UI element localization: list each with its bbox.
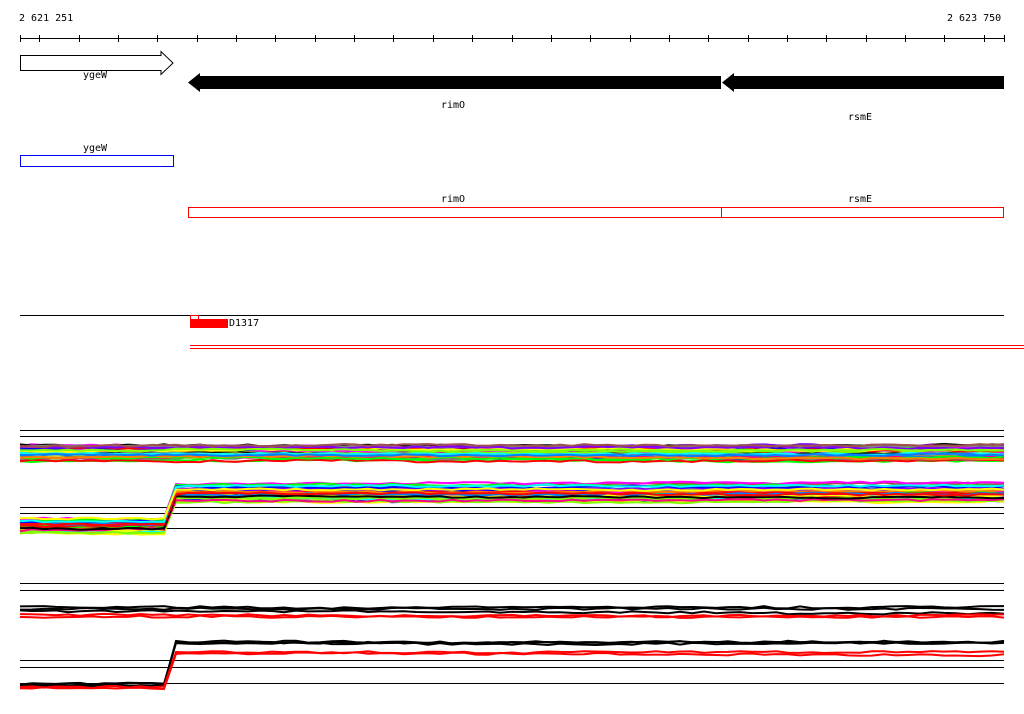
- mean-line-upper: [19, 614, 1005, 619]
- mean-line-lower: [19, 651, 1005, 691]
- mean-line-upper: [19, 606, 1005, 611]
- profile-line-lower: [19, 483, 1005, 524]
- cds-box-rsme[interactable]: [721, 207, 1004, 218]
- gene-arrow-rsme[interactable]: [722, 73, 1004, 92]
- feature-marker: [190, 315, 199, 320]
- mean-line-upper: [19, 609, 1005, 616]
- profile-line-lower: [19, 494, 1005, 531]
- profile-line-upper: [20, 447, 1005, 453]
- feature-label[interactable]: D1317: [229, 318, 260, 329]
- gene-label-rimo[interactable]: rimO: [441, 100, 466, 111]
- cds-box-ygew[interactable]: [20, 155, 174, 167]
- profile-line-upper: [19, 458, 1005, 464]
- feature-block-d1317[interactable]: [190, 319, 228, 328]
- cds-label-ygew[interactable]: ygeW: [83, 143, 108, 154]
- gene-label-ygew[interactable]: ygeW: [83, 70, 108, 81]
- mean-line-lower: [19, 650, 1005, 690]
- cds-box-rimo[interactable]: [188, 207, 722, 218]
- ruler-end-label: 2 623 750: [947, 13, 1002, 24]
- profile-line-lower: [19, 487, 1005, 521]
- profile-line-upper: [19, 445, 1004, 451]
- gene-arrow-rimo[interactable]: [188, 73, 721, 92]
- gene-arrow-ygew[interactable]: [20, 50, 174, 76]
- ruler-start-label: 2 621 251: [19, 13, 74, 24]
- mean-line-lower: [19, 639, 1005, 688]
- profile-line-upper: [19, 452, 1005, 458]
- cds-label-rsme[interactable]: rsmE: [848, 194, 873, 205]
- profile-line-upper: [19, 442, 1005, 449]
- mean-line-upper: [19, 612, 1005, 619]
- profile-line-lower: [19, 497, 1005, 533]
- profile-line-lower: [19, 491, 1005, 527]
- gene-label-rsme[interactable]: rsmE: [848, 112, 873, 123]
- cds-label-rimo[interactable]: rimO: [441, 194, 466, 205]
- profile-line-lower: [19, 488, 1005, 523]
